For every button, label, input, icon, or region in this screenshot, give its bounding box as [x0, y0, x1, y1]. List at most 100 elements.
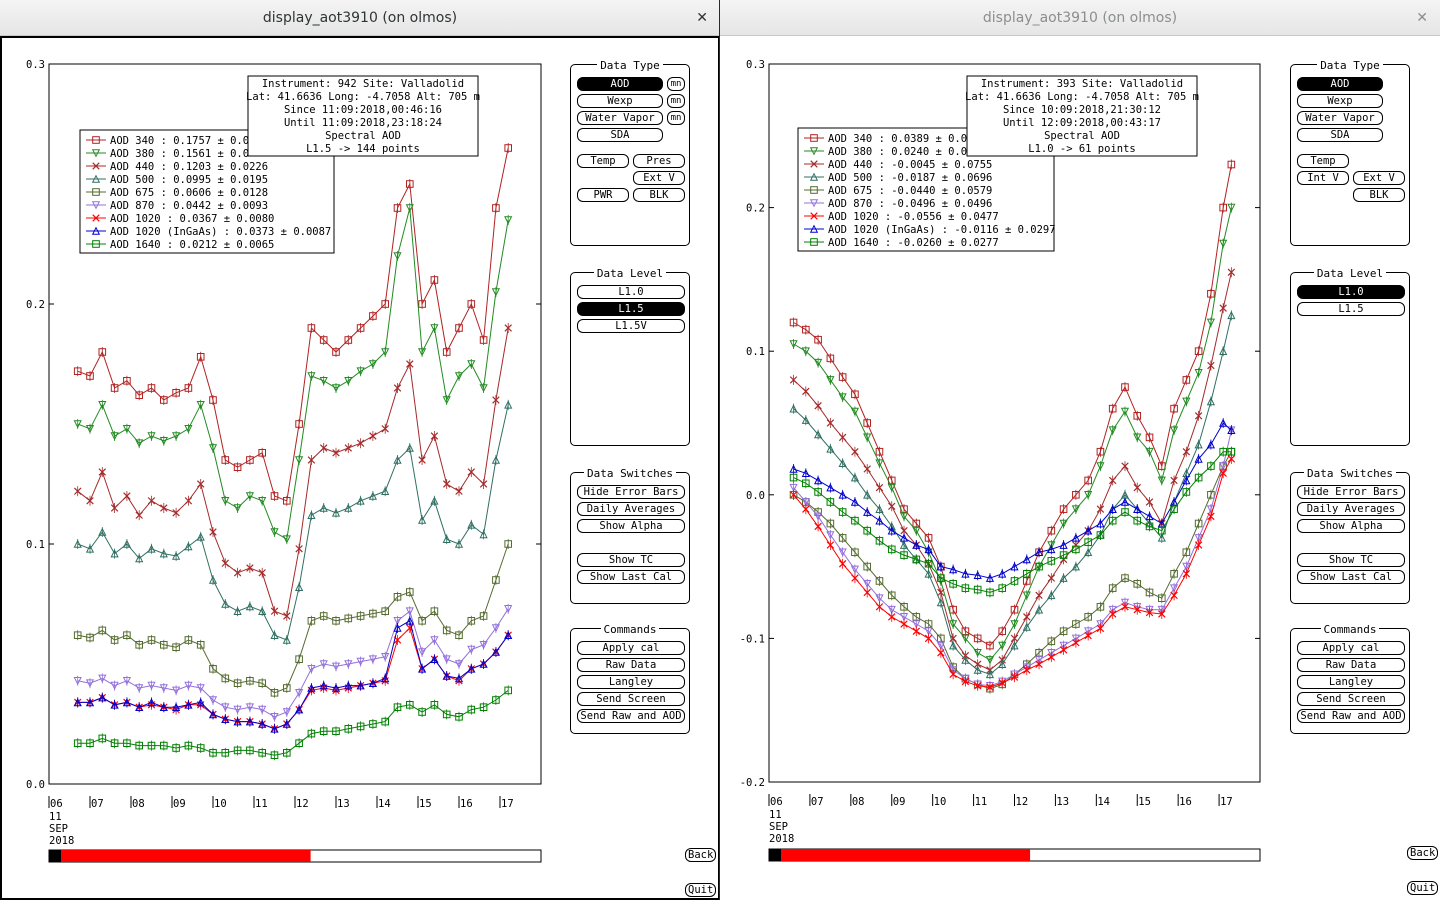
data-point — [430, 636, 439, 645]
langley-button[interactable]: Langley — [1297, 675, 1405, 689]
series-group — [789, 446, 1236, 598]
data-point — [1059, 551, 1068, 559]
legend-entry: AOD 675 : -0.0440 ± 0.0579 — [828, 185, 992, 197]
title-bar[interactable]: display_aot3910 (on olmos) ✕ — [0, 0, 719, 36]
data-point — [899, 540, 909, 549]
panel-title: Data Type — [597, 59, 663, 72]
quit-button[interactable]: Quit — [1407, 881, 1439, 895]
water-vapor-button[interactable]: Water Vapor — [577, 111, 663, 125]
data-point — [863, 588, 871, 597]
data-point — [1022, 622, 1031, 631]
data-point — [455, 324, 463, 332]
data-point — [454, 539, 464, 548]
mn-button[interactable]: mn — [667, 111, 685, 125]
show-tc-button[interactable]: Show TC — [577, 553, 685, 567]
data-point — [1158, 594, 1166, 602]
mn-button[interactable]: mn — [667, 94, 685, 108]
title-bar[interactable]: display_aot3910 (on olmos) ✕ — [720, 0, 1440, 36]
back-button[interactable]: Back — [685, 848, 717, 862]
ext-v-button[interactable]: Ext V — [633, 171, 685, 185]
show-alpha-button[interactable]: Show Alpha — [577, 519, 685, 533]
daily-averages-button[interactable]: Daily Averages — [577, 502, 685, 516]
data-point — [504, 216, 513, 225]
send-screen-button[interactable]: Send Screen — [577, 692, 685, 706]
data-point — [1071, 634, 1080, 643]
series-group — [789, 159, 1236, 651]
data-point — [86, 372, 94, 380]
ext-v-button[interactable]: Ext V — [1353, 171, 1405, 185]
show-last-cal-button[interactable]: Show Last Cal — [1297, 570, 1405, 584]
data-point — [491, 288, 501, 297]
series-line — [77, 690, 509, 756]
data-point — [1059, 573, 1068, 582]
hide-error-bars-button[interactable]: Hide Error Bars — [1297, 485, 1405, 499]
close-icon[interactable]: ✕ — [696, 10, 708, 26]
data-point — [1022, 555, 1031, 564]
send-raw-and-aod-button[interactable]: Send Raw and AOD — [1297, 709, 1405, 723]
show-tc-button[interactable]: Show TC — [1297, 553, 1405, 567]
data-point — [887, 545, 896, 554]
temp-button[interactable]: Temp — [1297, 154, 1349, 168]
data-point — [184, 700, 193, 709]
apply-cal-button[interactable]: Apply cal — [577, 641, 685, 655]
data-point — [863, 419, 871, 427]
blk-button[interactable]: BLK — [1353, 188, 1405, 202]
water-vapor-button[interactable]: Water Vapor — [1297, 111, 1383, 125]
data-point — [135, 702, 144, 711]
sda-button[interactable]: SDA — [1297, 128, 1383, 142]
aod-button[interactable]: AOD — [577, 77, 663, 91]
show-alpha-button[interactable]: Show Alpha — [1297, 519, 1405, 533]
hide-error-bars-button[interactable]: Hide Error Bars — [577, 485, 685, 499]
sda-button[interactable]: SDA — [577, 128, 663, 142]
data-point — [1133, 483, 1141, 492]
data-point — [270, 724, 279, 733]
int-v-button[interactable]: Int V — [1297, 171, 1349, 185]
raw-data-button[interactable]: Raw Data — [1297, 658, 1405, 672]
apply-cal-button[interactable]: Apply cal — [1297, 641, 1405, 655]
data-point — [850, 565, 860, 574]
data-point — [98, 693, 107, 702]
x-tick-label: 12 — [1016, 796, 1029, 808]
level-l1-0-button[interactable]: L1.0 — [577, 285, 685, 299]
data-point — [1219, 239, 1228, 248]
close-icon[interactable]: ✕ — [1416, 10, 1428, 26]
data-point — [1096, 462, 1105, 471]
pwr-button[interactable]: PWR — [577, 188, 629, 202]
data-point — [924, 534, 933, 542]
panel-title: Commands — [1320, 623, 1380, 636]
daily-averages-button[interactable]: Daily Averages — [1297, 502, 1405, 516]
level-l1-5-button[interactable]: L1.5 — [1297, 302, 1405, 316]
back-button[interactable]: Back — [1407, 846, 1439, 860]
legend-marker — [91, 201, 101, 210]
data-point — [184, 636, 193, 644]
level-l1-0-button[interactable]: L1.0 — [1297, 285, 1405, 299]
raw-data-button[interactable]: Raw Data — [577, 658, 685, 672]
send-screen-button[interactable]: Send Screen — [1297, 692, 1405, 706]
x-tick-label: 16 — [1179, 796, 1192, 808]
temp-button[interactable]: Temp — [577, 154, 629, 168]
level-l1-5v-button[interactable]: L1.5V — [577, 319, 685, 333]
data-point — [1227, 425, 1236, 434]
data-point — [802, 479, 810, 488]
blk-button[interactable]: BLK — [633, 188, 685, 202]
data-point — [159, 437, 168, 446]
legend-entry: AOD 1020 : 0.0367 ± 0.0080 — [110, 213, 274, 225]
mn-button[interactable]: mn — [667, 77, 685, 91]
level-l1-5-button[interactable]: L1.5 — [577, 302, 685, 316]
legend-marker — [92, 214, 100, 222]
x-tick-label: 07 — [811, 796, 824, 808]
data-point — [73, 420, 82, 429]
data-point — [233, 679, 242, 688]
wexp-button[interactable]: Wexp — [1297, 94, 1383, 108]
send-raw-and-aod-button[interactable]: Send Raw and AOD — [577, 709, 685, 723]
wexp-button[interactable]: Wexp — [577, 94, 663, 108]
data-point — [1047, 544, 1056, 554]
langley-button[interactable]: Langley — [577, 675, 685, 689]
show-last-cal-button[interactable]: Show Last Cal — [577, 570, 685, 584]
data-point — [1022, 591, 1031, 600]
x-tick-label: 16 — [460, 798, 473, 810]
aod-button[interactable]: AOD — [1297, 77, 1383, 91]
panel-title: Data Switches — [1303, 467, 1397, 480]
pres-button[interactable]: Pres — [633, 154, 685, 168]
quit-button[interactable]: Quit — [685, 883, 717, 897]
